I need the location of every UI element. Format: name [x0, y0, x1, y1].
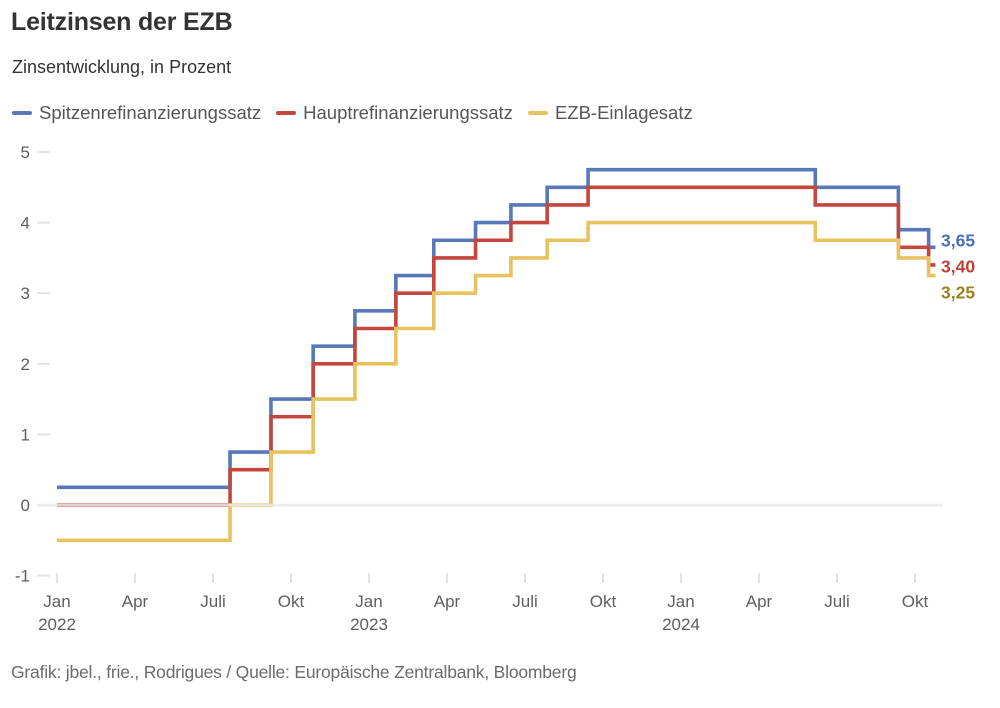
legend-item-spitzenrefinanzierungssatz: Spitzenrefinanzierungssatz: [12, 102, 261, 124]
legend-label: Hauptrefinanzierungssatz: [303, 102, 513, 123]
x-tick-label: Okt: [902, 592, 929, 611]
legend-item-ezb-einlagesatz: EZB-Einlagesatz: [527, 102, 693, 124]
y-tick-label: 1: [21, 425, 30, 444]
x-axis: Jan 2022 Apr Juli Okt Jan 2023 Apr Juli Okt Jan 202…: [38, 573, 928, 634]
y-tick-label: -1: [15, 567, 30, 586]
x-tick-label: Apr: [122, 592, 149, 611]
x-tick-year-label: 2022: [38, 615, 76, 634]
x-tick-year-label: 2023: [350, 615, 388, 634]
x-tick-label: Apr: [746, 592, 773, 611]
x-tick-label: Juli: [200, 592, 226, 611]
page-title: Leitzinsen der EZB: [11, 8, 233, 36]
y-tick-label: 3: [21, 284, 30, 303]
series-line-ezb-einlagesatz: [57, 220, 936, 543]
legend-item-hauptrefinanzierungssatz: Hauptrefinanzierungssatz: [276, 102, 513, 124]
end-value-label: 3,40: [941, 256, 975, 276]
series-lines: [57, 167, 936, 543]
y-tick-label: 5: [21, 143, 30, 162]
x-tick-label: Okt: [590, 592, 617, 611]
end-value-label: 3,65: [941, 230, 975, 250]
y-tick-label: 0: [21, 496, 30, 515]
x-tick-label: Jan: [667, 592, 694, 611]
y-axis: 5 4 3 2 1 0 -1: [15, 143, 50, 586]
y-tick-label: 2: [21, 355, 30, 374]
x-tick-label: Jan: [355, 592, 382, 611]
legend-label: Spitzenrefinanzierungssatz: [39, 102, 262, 123]
legend-dash-icon: [12, 111, 32, 115]
legend-label: EZB-Einlagesatz: [554, 102, 693, 123]
chart-subtitle: Zinsentwicklung, in Prozent: [12, 57, 232, 77]
x-tick-label: Juli: [512, 592, 538, 611]
x-tick-label: Jan: [43, 592, 70, 611]
legend: Spitzenrefinanzierungssatz Hauptrefinanz…: [12, 102, 693, 124]
x-tick-year-label: 2024: [662, 615, 700, 634]
x-tick-label: Apr: [434, 592, 461, 611]
source-credit: Grafik: jbel., frie., Rodrigues / Quelle…: [11, 662, 577, 682]
end-value-label: 3,25: [941, 282, 975, 302]
series-line-hauptrefinanzierungssatz: [57, 185, 936, 507]
legend-dash-icon: [276, 111, 297, 115]
legend-dash-icon: [527, 111, 548, 115]
x-tick-label: Juli: [824, 592, 850, 611]
y-tick-label: 4: [21, 214, 30, 233]
x-tick-label: Okt: [278, 592, 305, 611]
end-labels: 3,65 3,40 3,25: [941, 230, 975, 302]
series-line-spitzenrefinanzierungssatz: [57, 167, 936, 490]
